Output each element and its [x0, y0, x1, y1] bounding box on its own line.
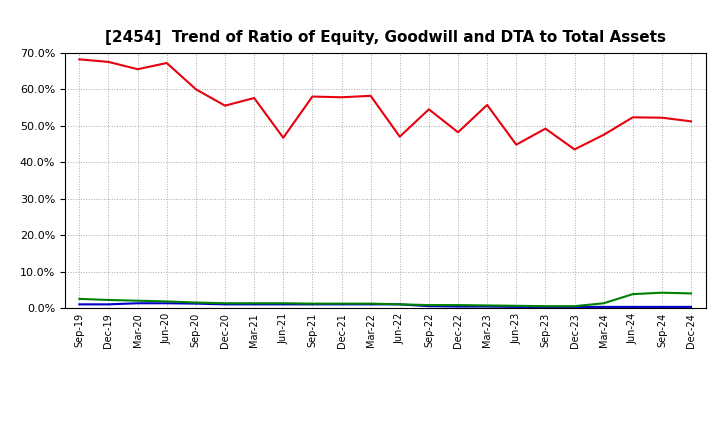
Title: [2454]  Trend of Ratio of Equity, Goodwill and DTA to Total Assets: [2454] Trend of Ratio of Equity, Goodwil…	[104, 29, 666, 45]
Deferred Tax Assets	[75, 296, 84, 301]
Line: Goodwill: Goodwill	[79, 303, 691, 307]
Equity	[337, 95, 346, 100]
Equity	[75, 57, 84, 62]
Goodwill	[104, 302, 113, 307]
Deferred Tax Assets	[220, 301, 229, 306]
Goodwill	[454, 304, 462, 309]
Equity	[104, 59, 113, 65]
Goodwill	[599, 304, 608, 310]
Goodwill	[308, 302, 317, 307]
Goodwill	[570, 304, 579, 310]
Equity	[425, 106, 433, 112]
Goodwill	[337, 302, 346, 307]
Deferred Tax Assets	[454, 302, 462, 308]
Equity	[220, 103, 229, 108]
Equity	[454, 130, 462, 135]
Equity	[192, 87, 200, 92]
Equity	[279, 135, 287, 140]
Goodwill	[279, 302, 287, 307]
Deferred Tax Assets	[104, 297, 113, 303]
Line: Equity: Equity	[79, 59, 691, 150]
Deferred Tax Assets	[133, 298, 142, 303]
Goodwill	[483, 304, 492, 309]
Deferred Tax Assets	[163, 299, 171, 304]
Goodwill	[541, 304, 550, 310]
Deferred Tax Assets	[541, 304, 550, 309]
Deferred Tax Assets	[250, 301, 258, 306]
Deferred Tax Assets	[337, 301, 346, 306]
Deferred Tax Assets	[570, 304, 579, 309]
Deferred Tax Assets	[687, 291, 696, 296]
Goodwill	[657, 304, 666, 310]
Deferred Tax Assets	[308, 301, 317, 306]
Goodwill	[366, 302, 375, 307]
Deferred Tax Assets	[657, 290, 666, 295]
Deferred Tax Assets	[366, 301, 375, 306]
Goodwill	[75, 302, 84, 307]
Equity	[250, 95, 258, 101]
Equity	[541, 126, 550, 131]
Deferred Tax Assets	[483, 303, 492, 308]
Goodwill	[629, 304, 637, 310]
Equity	[308, 94, 317, 99]
Equity	[483, 102, 492, 107]
Goodwill	[687, 304, 696, 310]
Deferred Tax Assets	[192, 300, 200, 305]
Goodwill	[133, 301, 142, 306]
Deferred Tax Assets	[512, 303, 521, 308]
Line: Deferred Tax Assets: Deferred Tax Assets	[79, 293, 691, 306]
Equity	[366, 93, 375, 99]
Deferred Tax Assets	[629, 292, 637, 297]
Goodwill	[425, 304, 433, 309]
Equity	[395, 134, 404, 139]
Equity	[687, 119, 696, 124]
Deferred Tax Assets	[279, 301, 287, 306]
Equity	[133, 66, 142, 72]
Goodwill	[220, 302, 229, 307]
Deferred Tax Assets	[425, 302, 433, 308]
Goodwill	[512, 304, 521, 310]
Equity	[629, 115, 637, 120]
Equity	[570, 147, 579, 152]
Goodwill	[192, 301, 200, 306]
Equity	[657, 115, 666, 120]
Deferred Tax Assets	[395, 302, 404, 307]
Goodwill	[250, 302, 258, 307]
Goodwill	[395, 302, 404, 307]
Equity	[512, 142, 521, 147]
Goodwill	[163, 301, 171, 306]
Equity	[163, 60, 171, 66]
Deferred Tax Assets	[599, 301, 608, 306]
Equity	[599, 132, 608, 137]
